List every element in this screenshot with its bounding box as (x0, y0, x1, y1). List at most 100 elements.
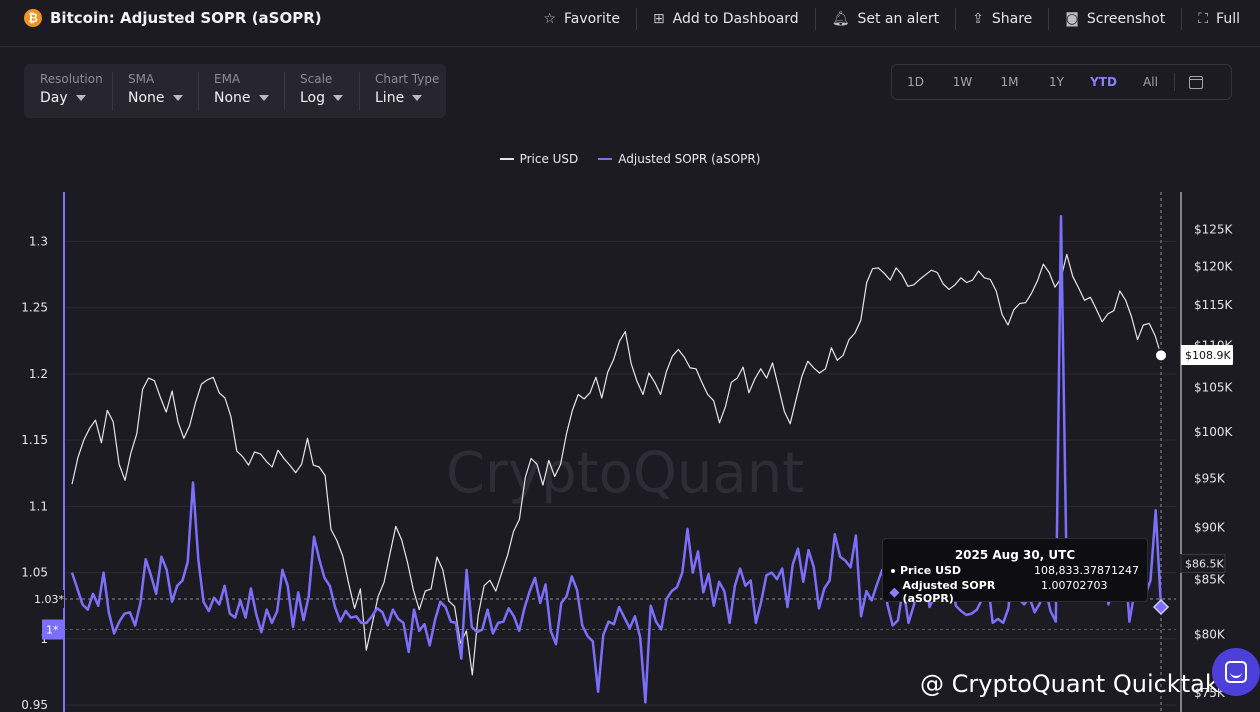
legend-item-price[interactable]: Price USD (499, 152, 579, 166)
legend-label-asopr: Adjusted SOPR (aSOPR) (618, 152, 761, 166)
asopr-current-badge (42, 619, 64, 640)
ema-value: None (214, 90, 251, 106)
left-axis-tick-label: 1.1 (29, 499, 48, 513)
asopr-line (70, 215, 1163, 704)
right-axis-tick-label: $115K (1194, 298, 1234, 312)
left-axis-tick-label: 1.15 (21, 433, 48, 447)
left-axis-tick-label: 1.05 (21, 566, 48, 580)
right-axis-tick-label: $105K (1194, 381, 1234, 395)
sma-select[interactable]: SMA None (112, 64, 198, 118)
scale-value: Log (300, 90, 326, 106)
tooltip-row-asopr: Adjusted SOPR (aSOPR) 1.00702703 (883, 579, 1147, 605)
legend-label-price: Price USD (519, 152, 579, 166)
divider (1174, 73, 1175, 91)
time-range-selector: 1D 1W 1M 1Y YTD All (891, 64, 1232, 100)
bitcoin-icon: ₿ (24, 9, 42, 27)
watermark-text: @ CryptoQuant Quicktak... (920, 670, 1242, 698)
tooltip-row-price: Price USD 108,833.37871247 (883, 564, 1147, 577)
tooltip-price-value: 108,833.37871247 (1034, 564, 1139, 577)
share-label: Share (991, 11, 1033, 27)
chart-tooltip: 2025 Aug 30, UTC Price USD 108,833.37871… (882, 538, 1148, 605)
favorite-button[interactable]: ☆ Favorite (527, 8, 637, 30)
sma-label: SMA (128, 72, 155, 86)
asopr-diamond-icon (889, 587, 900, 597)
price-dot-icon (891, 568, 895, 573)
range-1y[interactable]: 1Y (1049, 75, 1064, 89)
add-dashboard-icon: ⊞ (652, 11, 665, 27)
screenshot-label: Screenshot (1086, 11, 1166, 27)
asopr-last-point (1152, 598, 1170, 616)
footer-watermark: @ CryptoQuant Quicktak... (920, 670, 1242, 698)
favorite-label: Favorite (563, 11, 620, 27)
right-axis-tick-label: $95K (1194, 471, 1226, 485)
price-last-point (1154, 348, 1168, 363)
range-1w[interactable]: 1W (952, 75, 973, 89)
chart-type-select[interactable]: Chart Type Line (359, 64, 445, 118)
chart-controls: Resolution Day SMA None EMA None Scale L… (24, 64, 446, 118)
calendar-icon[interactable] (1189, 75, 1203, 89)
left-axis-tick-label: 1.2 (29, 367, 48, 381)
legend-swatch-price (499, 158, 514, 160)
resolution-label: Resolution (40, 72, 103, 86)
star-icon: ☆ (543, 11, 556, 27)
crosshair-asopr-badge (24, 590, 64, 609)
crosshair-price-badge (1180, 553, 1226, 573)
chevron-down-icon (75, 95, 86, 101)
asopr-current-badge-label: 1* (46, 624, 59, 637)
right-axis-tick-label: $85K (1194, 572, 1226, 586)
share-button[interactable]: ⇪ Share (956, 8, 1050, 30)
bell-icon: 🔔︎ (831, 11, 850, 27)
add-to-dashboard-label: Add to Dashboard (672, 11, 799, 27)
chat-support-button[interactable] (1212, 648, 1260, 696)
price-current-badge-label: $108.9K (1185, 349, 1231, 362)
fullscreen-label: Full (1216, 11, 1240, 27)
tooltip-price-label: Price USD (900, 564, 962, 577)
share-icon: ⇪ (972, 11, 984, 27)
chevron-down-icon (258, 95, 269, 101)
left-axis-tick-label: 1.3 (29, 234, 48, 248)
set-alert-button[interactable]: 🔔︎ Set an alert (816, 8, 957, 30)
screenshot-button[interactable]: ◙ Screenshot (1049, 8, 1183, 30)
camera-icon: ◙ (1065, 11, 1079, 27)
sma-value: None (128, 90, 165, 106)
chat-icon (1225, 661, 1247, 683)
price-usd-line (71, 253, 1162, 676)
range-all[interactable]: All (1143, 75, 1158, 89)
right-axis-tick-label: $125K (1194, 222, 1234, 236)
right-axis-tick-label: $75K (1194, 686, 1226, 700)
chart-type-label: Chart Type (375, 72, 440, 86)
ema-label: EMA (214, 72, 241, 86)
crosshair-price-badge-label: $86.5K (1185, 557, 1224, 570)
right-axis-tick-label: $90K (1194, 520, 1226, 534)
tooltip-asopr-label: Adjusted SOPR (aSOPR) (902, 579, 996, 605)
chevron-down-icon (333, 95, 344, 101)
right-axis-tick-label: $80K (1194, 627, 1226, 641)
chart-type-value: Line (375, 90, 405, 106)
crosshair-asopr-badge-label: 1.03* (34, 593, 64, 606)
fullscreen-button[interactable]: ⛶ Full (1182, 8, 1246, 30)
set-alert-label: Set an alert (857, 11, 940, 27)
tooltip-asopr-value: 1.00702703 (1041, 579, 1108, 592)
ema-select[interactable]: EMA None (198, 64, 284, 118)
center-watermark: CryptoQuant (446, 441, 804, 506)
chevron-down-icon (412, 95, 423, 101)
right-axis-tick-label: $100K (1194, 425, 1234, 439)
scale-select[interactable]: Scale Log (284, 64, 359, 118)
add-to-dashboard-button[interactable]: ⊞ Add to Dashboard (637, 8, 816, 30)
range-1d[interactable]: 1D (907, 75, 924, 89)
resolution-value: Day (40, 90, 68, 106)
range-ytd[interactable]: YTD (1090, 75, 1117, 89)
range-1m[interactable]: 1M (1000, 75, 1019, 89)
chevron-down-icon (172, 95, 183, 101)
left-axis-tick-label: 1.25 (21, 301, 48, 315)
tooltip-date: 2025 Aug 30, UTC (954, 548, 1076, 562)
price-current-badge (1181, 345, 1233, 366)
fullscreen-icon: ⛶ (1198, 11, 1209, 27)
resolution-select[interactable]: Resolution Day (24, 64, 112, 118)
left-axis-tick-label: 0.95 (21, 698, 48, 712)
scale-label: Scale (300, 72, 333, 86)
legend-item-asopr[interactable]: Adjusted SOPR (aSOPR) (598, 152, 760, 166)
legend-swatch-asopr (598, 158, 613, 160)
header-bar: ₿ Bitcoin: Adjusted SOPR (aSOPR) ☆ Favor… (0, 0, 1260, 47)
